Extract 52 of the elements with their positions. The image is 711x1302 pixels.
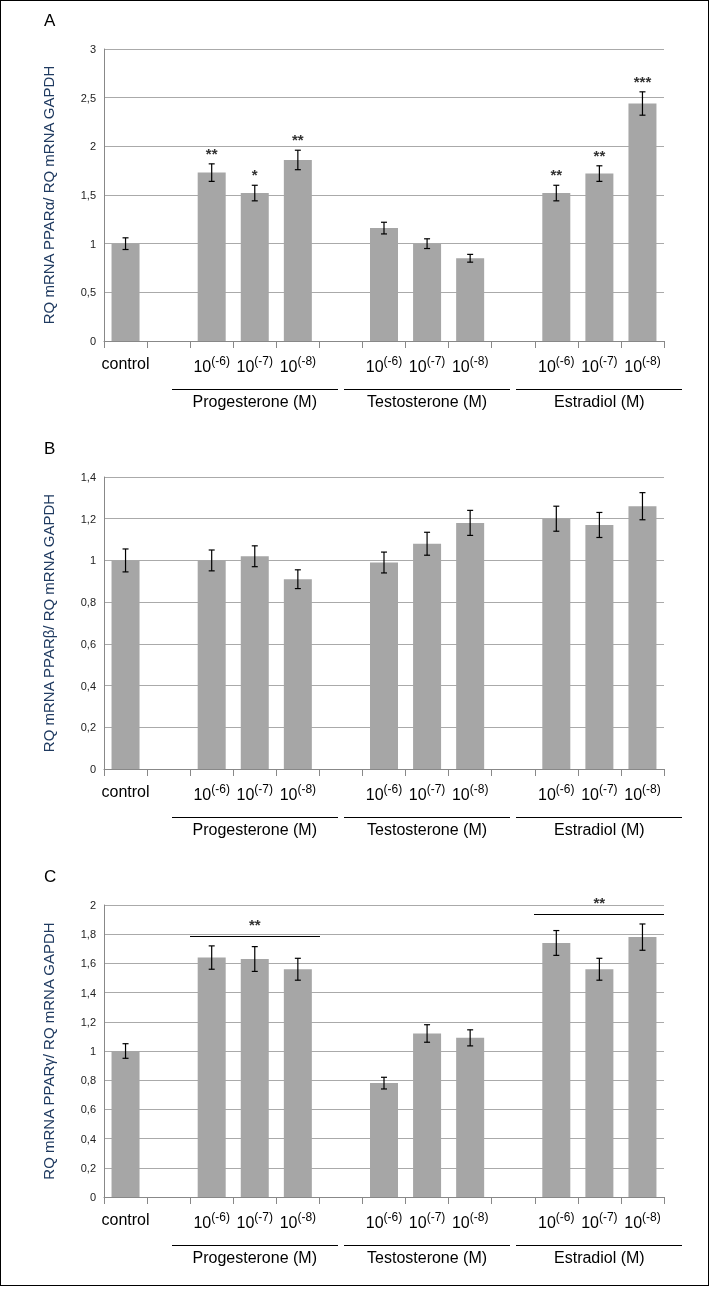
text: Estradiol (M) — [516, 817, 683, 839]
y-axis-title: RQ mRNA PPARα/ RQ mRNA GAPDH — [40, 65, 57, 325]
y-tick-label: 0,4 — [80, 679, 96, 692]
annotation: ** — [592, 893, 607, 912]
y-tick-label: 0,5 — [80, 286, 96, 299]
y-tick-label: 1 — [89, 1045, 96, 1057]
y-tick-label: 2,5 — [80, 91, 96, 104]
y-tick-label: 1,4 — [80, 986, 96, 999]
y-tick-label: 3 — [89, 43, 96, 55]
text: Progesterone (M) — [171, 389, 338, 411]
y-axis-title: RQ mRNA PPARβ/ RQ mRNA GAPDH — [40, 493, 57, 753]
y-tick-label: 1,6 — [80, 957, 96, 970]
y-tick-label: 1,8 — [80, 928, 96, 941]
y-tick-label: 1,2 — [80, 1015, 96, 1028]
x-tick-label: control — [101, 782, 150, 800]
data-label: ** — [292, 131, 304, 149]
y-tick-label: 0 — [89, 335, 96, 347]
data-label: * — [251, 166, 258, 184]
y-tick-label: 1,5 — [80, 189, 96, 201]
text: Testosterone (M) — [344, 1245, 511, 1267]
y-tick-label: 0,8 — [80, 596, 96, 609]
y-tick-label: 1 — [89, 554, 96, 567]
y-tick-label: 0 — [89, 763, 96, 775]
y-tick-label: 1 — [89, 237, 96, 250]
y-tick-label: 0,2 — [80, 1161, 96, 1174]
x-tick-label: control — [101, 1210, 150, 1228]
annotation: ** — [247, 915, 262, 934]
text: Estradiol (M) — [516, 1245, 683, 1267]
y-tick-label: 1,4 — [80, 471, 96, 483]
data-label: ** — [550, 166, 563, 184]
y-tick-label: 0,6 — [80, 637, 96, 650]
y-tick-label: 0,4 — [80, 1132, 96, 1145]
y-tick-label: 0,2 — [80, 721, 96, 734]
y-tick-label: 0,6 — [80, 1103, 96, 1116]
y-tick-label: 0 — [89, 1191, 96, 1203]
text: Progesterone (M) — [171, 1245, 338, 1267]
y-tick-label: 2 — [89, 899, 96, 911]
x-tick-label: control — [101, 354, 150, 372]
chart-title: B — [44, 439, 56, 458]
text: Testosterone (M) — [344, 389, 511, 411]
text: Estradiol (M) — [516, 389, 683, 411]
data-label: ** — [593, 146, 606, 164]
data-label: ** — [205, 144, 218, 162]
y-axis-title: RQ mRNA PPARγ/ RQ mRNA GAPDH — [40, 922, 57, 1180]
data-label: *** — [633, 72, 652, 90]
y-tick-label: 1,2 — [80, 512, 96, 525]
text: Progesterone (M) — [171, 817, 338, 839]
chart-title: A — [44, 11, 56, 30]
text: Testosterone (M) — [344, 817, 511, 839]
y-tick-label: 0,8 — [80, 1074, 96, 1087]
chart-title: C — [44, 867, 57, 886]
y-tick-label: 2 — [89, 140, 96, 153]
